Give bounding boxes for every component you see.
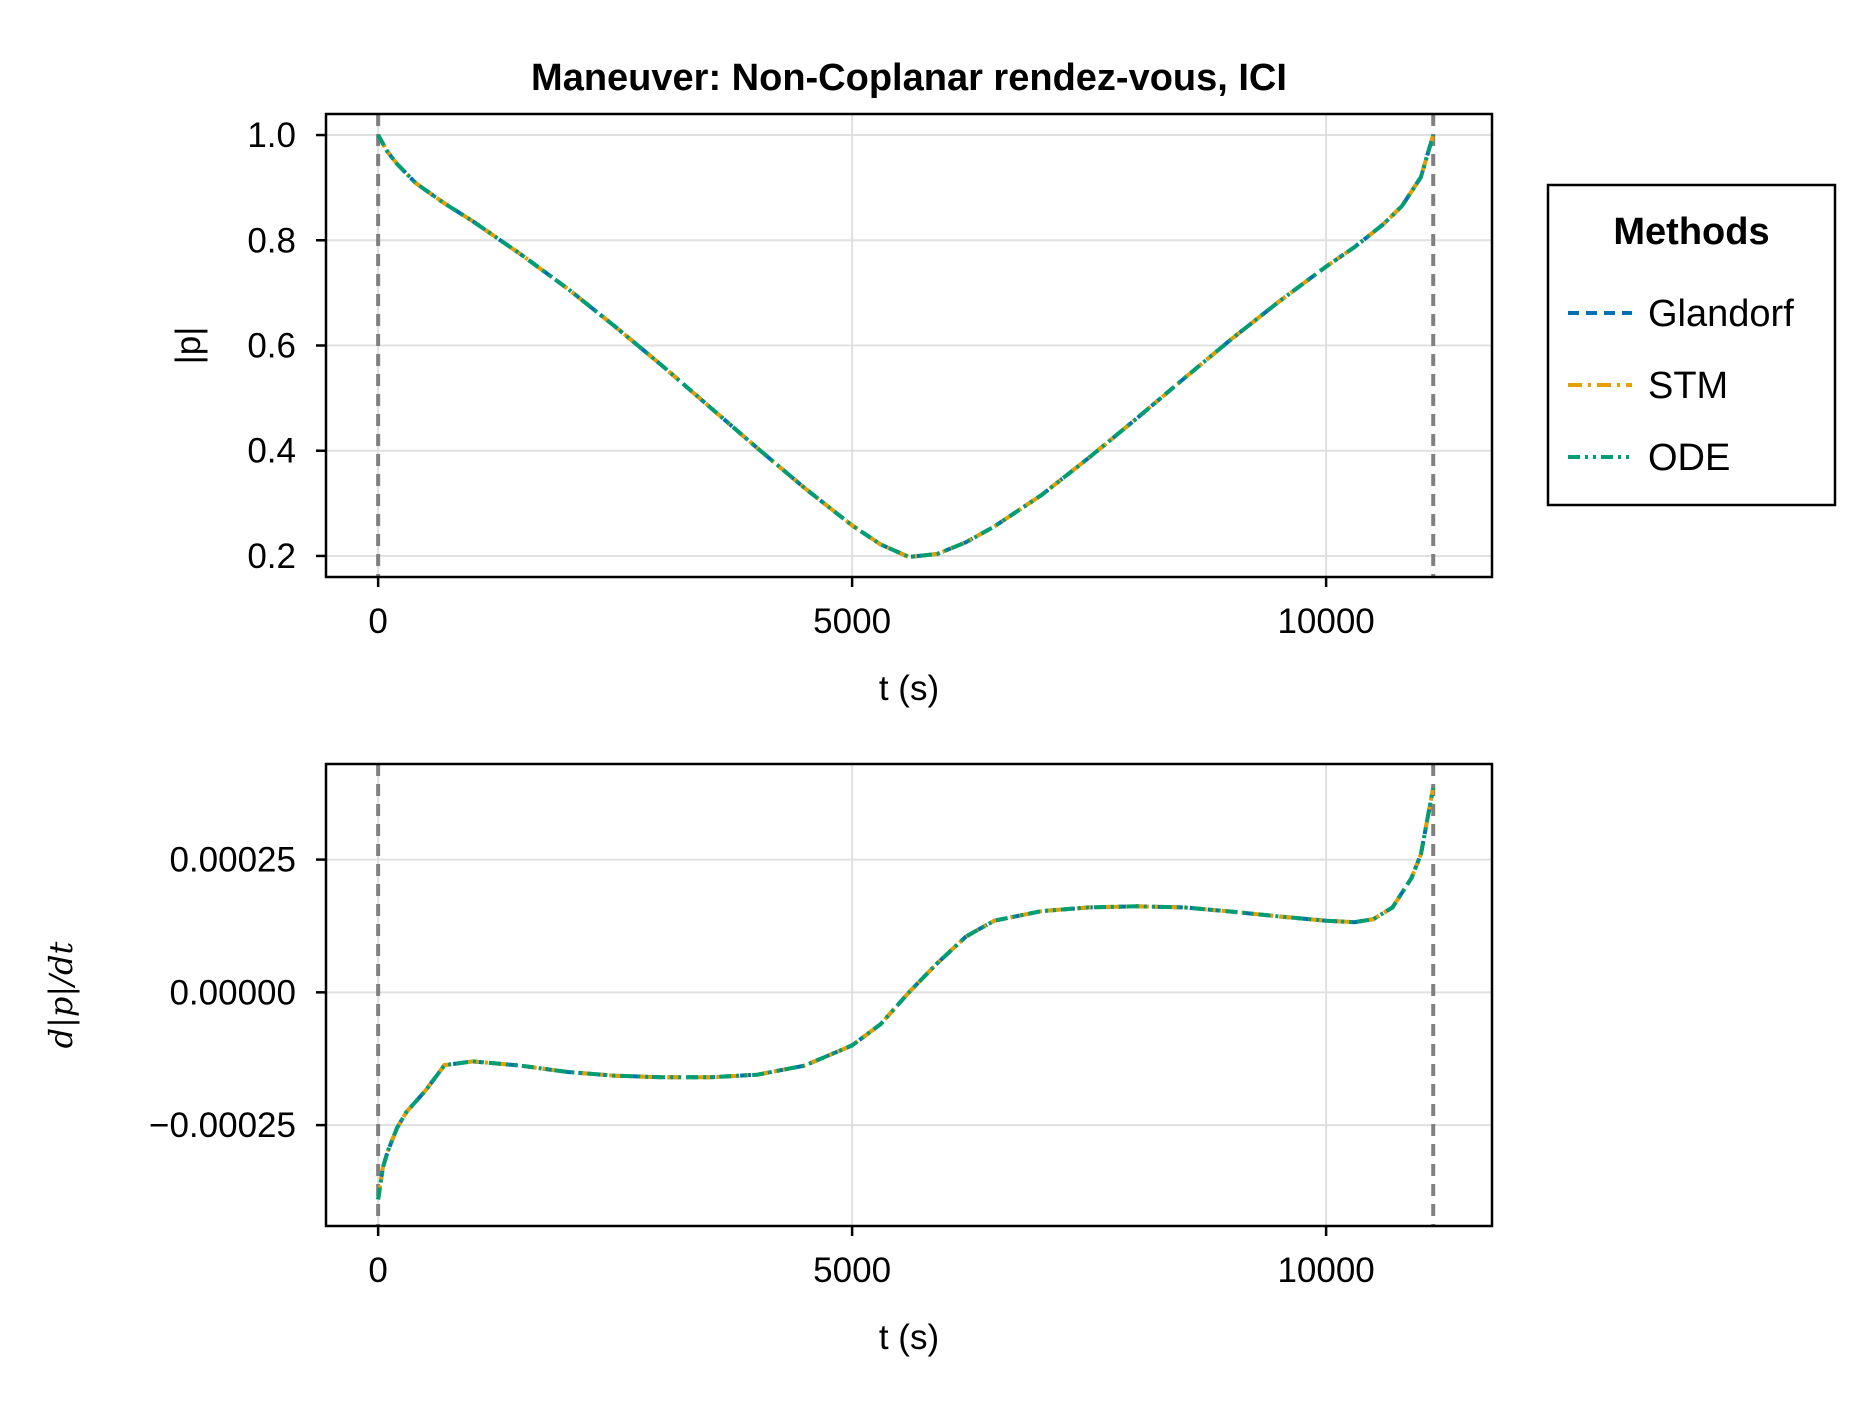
top-x-tick-label: 5000 <box>813 602 891 641</box>
bottom-axes-frame <box>324 762 1494 1228</box>
bottom-x-tick-label: 10000 <box>1277 1251 1374 1290</box>
top-y-tick-label: 0.2 <box>247 537 296 576</box>
top-y-tick-label: 0.6 <box>247 327 296 366</box>
legend-box <box>1546 183 1837 507</box>
top-y-axis-label: |p| <box>169 327 208 365</box>
bottom-y-axis-label: d|p|/dt <box>42 942 80 1049</box>
legend-label-stm: STM <box>1648 365 1728 407</box>
bottom-series-stm <box>376 787 1436 1200</box>
top-panel: 0 5000 10000 0.2 0.4 0.6 0.8 1.0 t (s) |p| <box>169 112 1494 708</box>
top-x-tick-label: 0 <box>368 602 387 641</box>
top-y-tick-label: 1.0 <box>247 116 296 155</box>
bottom-x-axis-label: t (s) <box>879 1318 939 1357</box>
bottom-panel: 0 5000 10000 −0.00025 0.00000 0.00025 t (s) d|p… <box>42 762 1494 1357</box>
bottom-x-tick-label: 5000 <box>813 1251 891 1290</box>
bottom-y-tick-label: −0.00025 <box>149 1106 296 1145</box>
bottom-y-tick-label: 0.00000 <box>169 973 296 1012</box>
top-series-ode <box>376 134 1436 559</box>
legend-title: Methods <box>1613 211 1769 253</box>
legend-label-ode: ODE <box>1648 437 1730 479</box>
legend-label-glandorf: Glandorf <box>1648 293 1794 335</box>
top-x-tick-label: 10000 <box>1277 602 1374 641</box>
legend: Methods Glandorf STM ODE <box>1546 183 1837 507</box>
top-x-axis-label: t (s) <box>879 669 939 708</box>
bottom-x-tick-label: 0 <box>368 1251 387 1290</box>
chart-title: Maneuver: Non-Coplanar rendez-vous, ICI <box>531 57 1287 99</box>
top-y-tick-label: 0.4 <box>247 432 296 471</box>
bottom-y-tick-label: 0.00025 <box>169 841 296 880</box>
top-y-tick-label: 0.8 <box>247 221 296 260</box>
bottom-series-ode <box>376 787 1436 1200</box>
